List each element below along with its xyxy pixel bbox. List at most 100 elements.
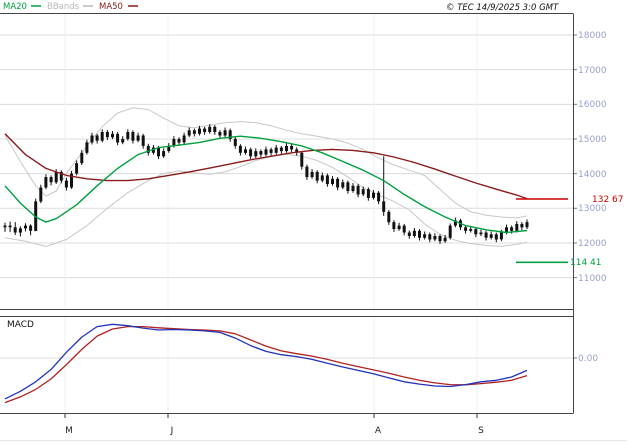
candle-body (392, 222, 396, 229)
candle-body (141, 135, 145, 146)
copyright-text: © TEC 14/9/2025 3:0 GMT (446, 3, 559, 13)
candle-body (8, 225, 12, 228)
candle-body (290, 145, 294, 150)
y-tick-11000: 11000 (578, 274, 607, 284)
candle-body (75, 163, 79, 174)
price-level-lines (516, 198, 568, 264)
candle-body (198, 128, 201, 134)
candle-body (192, 130, 196, 134)
candle-body (433, 236, 437, 240)
candle-body (464, 227, 468, 231)
candle-body (320, 175, 324, 181)
candle-body (361, 189, 365, 195)
candle-body (80, 152, 84, 164)
candle-body (238, 145, 242, 153)
candle-body (218, 132, 222, 136)
candle-body (131, 132, 135, 141)
macd-zero-label: 0.00 (578, 354, 598, 364)
price-axis-labels: 18000 17000 16000 15000 14000 13000 1200… (578, 31, 607, 364)
candle-body (525, 222, 529, 228)
legend: MA20 BBands MA50 (3, 2, 138, 12)
resistance-level-label: 132 67 (592, 195, 624, 205)
candle-body (39, 187, 43, 202)
candle-body (295, 149, 299, 153)
y-tick-18000: 18000 (578, 31, 607, 41)
candle-body (418, 230, 421, 238)
candle-body (157, 147, 160, 157)
x-tick-may: M (65, 426, 73, 436)
candle-body (203, 128, 207, 133)
candle-body (310, 171, 314, 178)
candle-body (172, 139, 176, 146)
candle-body (387, 211, 391, 223)
candle-body (279, 147, 283, 152)
y-tick-16000: 16000 (578, 100, 607, 110)
candle-body (249, 149, 253, 157)
candle-body (325, 175, 329, 185)
candle-body (116, 133, 120, 143)
candle-body (494, 234, 498, 240)
candle-body (162, 151, 166, 157)
candle-body (223, 130, 227, 136)
candle-body (285, 145, 288, 152)
candle-body (24, 225, 27, 229)
macd-series (4, 323, 528, 404)
candle-body (505, 227, 508, 233)
candle-body (90, 135, 94, 143)
candle-body (448, 225, 452, 238)
candle-body (182, 135, 186, 143)
y-tick-12000: 12000 (578, 239, 607, 249)
candle-body (264, 149, 268, 155)
candle-body (499, 232, 503, 240)
candle-body (44, 177, 48, 188)
candle-body (412, 230, 416, 236)
month-axis-labels: M J A S (65, 426, 484, 436)
y-tick-17000: 17000 (578, 66, 607, 76)
ma20-line (4, 135, 528, 234)
candle-body (29, 225, 33, 231)
gridlines (0, 14, 577, 418)
x-tick-june: J (170, 426, 174, 436)
candle-body (151, 147, 155, 153)
candle-body (315, 171, 319, 181)
y-tick-14000: 14000 (578, 170, 607, 180)
candle-body (407, 232, 411, 236)
panel-borders (0, 13, 574, 414)
candle-body (274, 147, 278, 153)
candle-body (146, 145, 150, 153)
candle-body (95, 135, 99, 141)
candle-body (213, 126, 217, 132)
candle-body (341, 182, 345, 188)
y-tick-15000: 15000 (578, 135, 607, 145)
y-tick-13000: 13000 (578, 204, 607, 214)
candle-body (13, 227, 17, 233)
candle-body (59, 171, 63, 181)
candle-body (336, 178, 340, 188)
ma50-line (4, 133, 528, 200)
candle-body (136, 135, 140, 141)
legend-label-ma50: MA50 (99, 2, 123, 12)
candle-body (474, 229, 478, 235)
candle-body (100, 132, 104, 141)
candle-body (351, 185, 355, 191)
candle-body (356, 185, 360, 195)
candlestick-series (3, 124, 529, 244)
candle-body (377, 192, 381, 202)
candle-body (254, 151, 258, 157)
macd-panel-label: MACD (7, 320, 34, 330)
candle-body (228, 130, 232, 139)
candle-body (438, 236, 442, 242)
macd-line (4, 323, 528, 400)
moving-average-lines (4, 133, 528, 234)
candle-body (510, 227, 514, 231)
candle-body (18, 228, 22, 233)
candle-body (402, 225, 406, 233)
candle-body (366, 189, 370, 198)
candle-body (3, 225, 7, 228)
candle-body (126, 132, 130, 139)
candle-body (64, 180, 68, 188)
candle-body (515, 223, 519, 231)
candle-body (469, 229, 473, 231)
